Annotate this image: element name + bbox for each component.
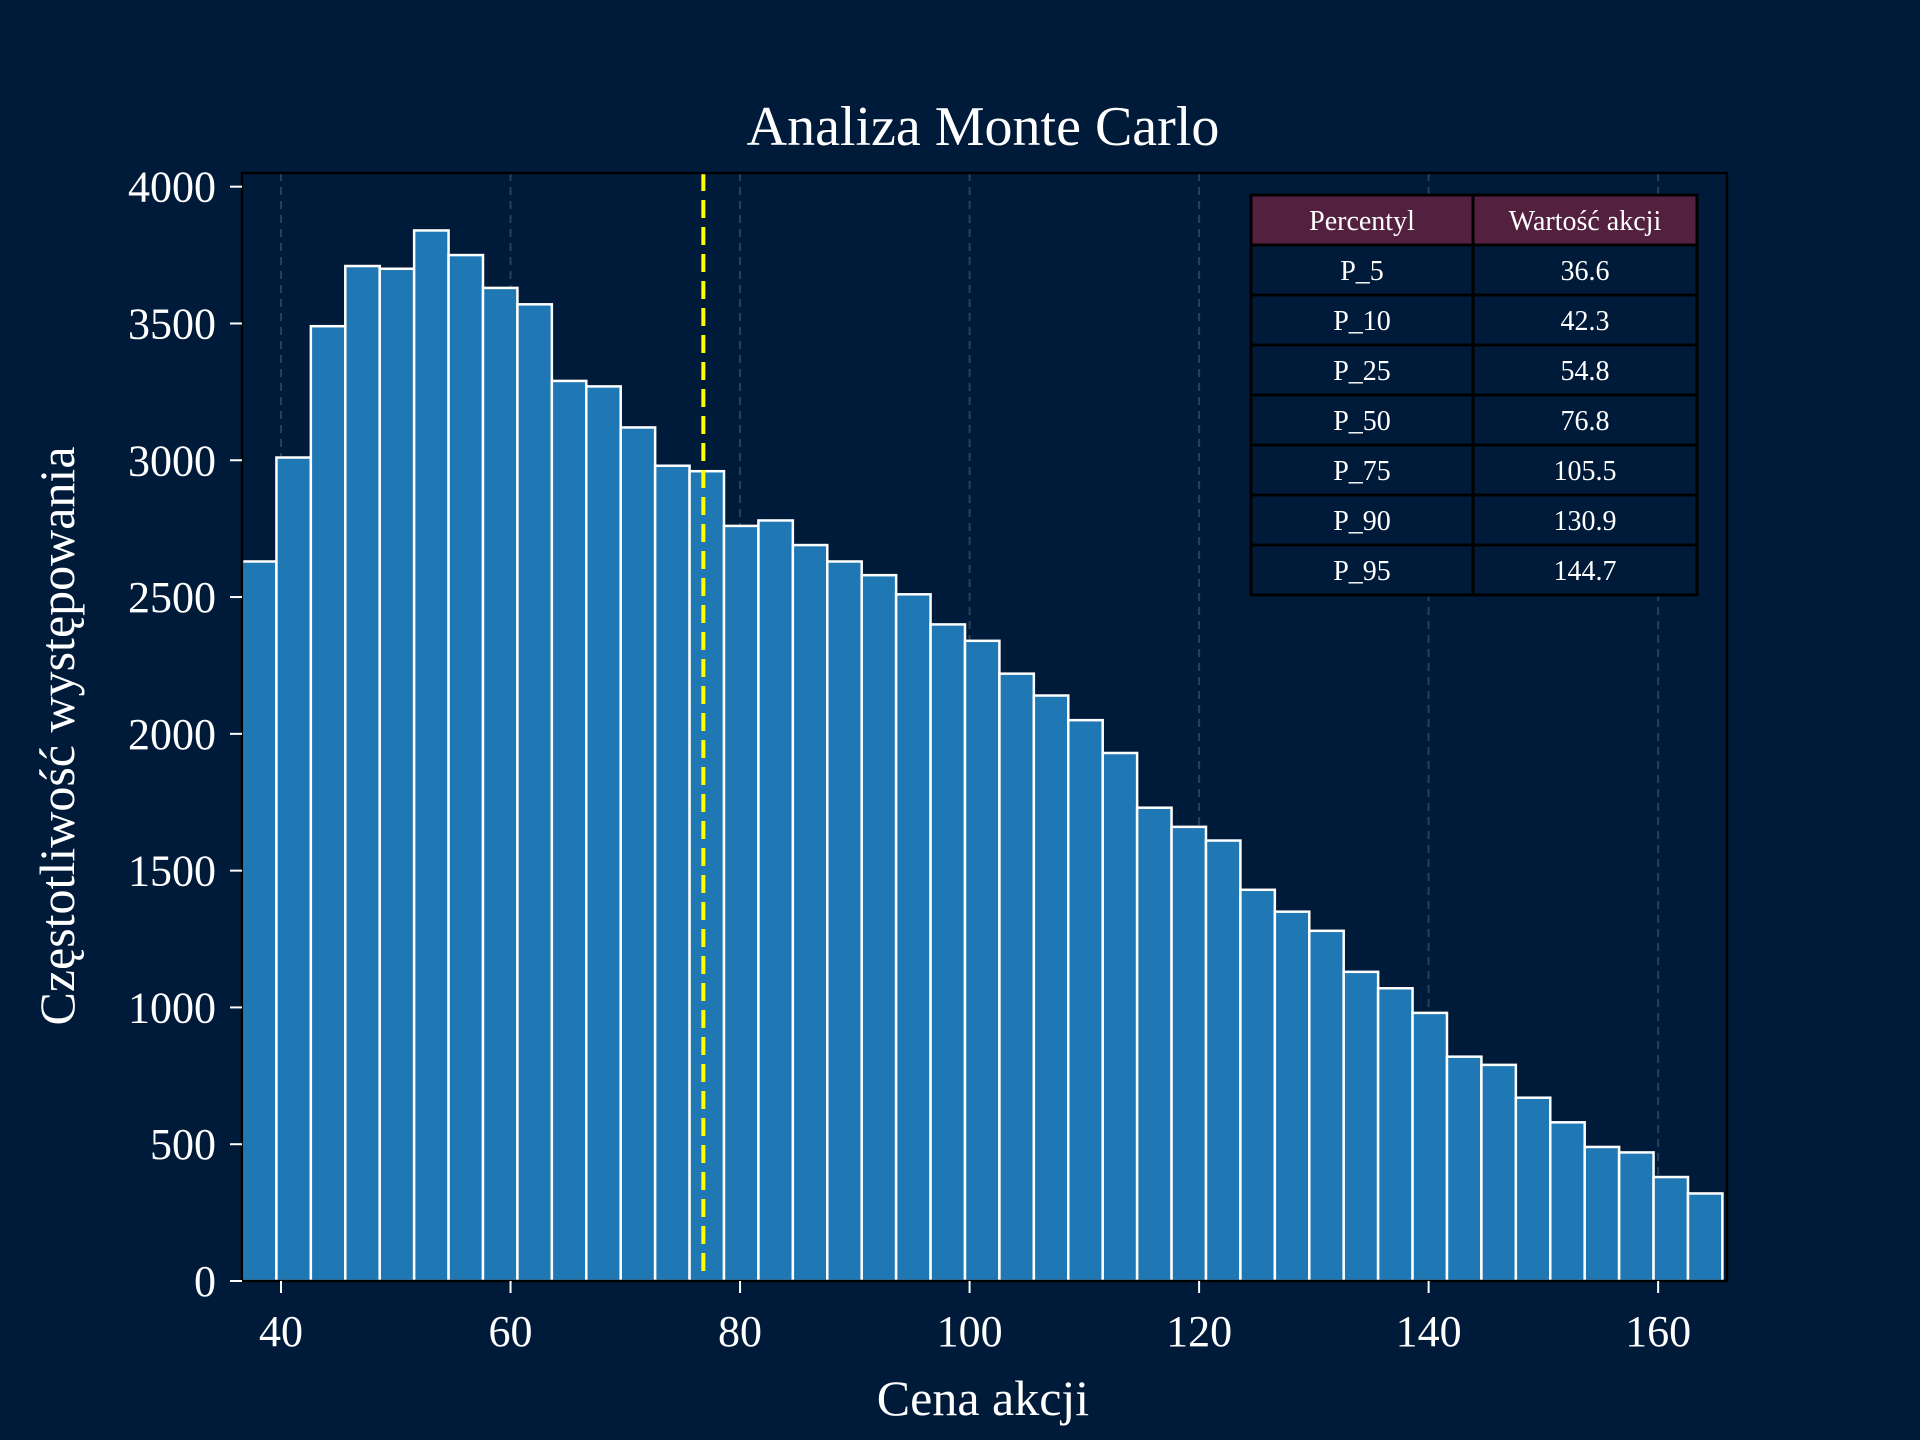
x-tick-label: 160 (1625, 1307, 1691, 1356)
table-cell (1249, 393, 1475, 447)
histogram-bar (1308, 929, 1345, 1281)
table-cell (1249, 443, 1475, 497)
y-tick-label: 2500 (128, 573, 216, 622)
histogram-bar (412, 229, 450, 1281)
histogram-bar (653, 464, 691, 1281)
x-axis-title: Cena akcji (877, 1370, 1089, 1426)
plot-frame (240, 171, 1729, 1283)
bars-layer (242, 229, 1724, 1281)
y-tick-label: 4000 (128, 163, 216, 212)
table-cell-text: 144.7 (1554, 556, 1617, 587)
table-header-text: Wartość akcji (1509, 206, 1662, 237)
histogram-bar (1686, 1192, 1724, 1281)
table-cell-text: P_75 (1333, 456, 1391, 487)
table-cell (1249, 543, 1475, 597)
table-cell (1471, 343, 1699, 397)
histogram-bar (722, 524, 760, 1281)
axes-layer: 40 60 80 100 120 140 160 0 500 1000 1500 2000 2500 30… (128, 163, 1729, 1356)
histogram-bar (619, 426, 657, 1281)
x-tick-label: 80 (718, 1307, 762, 1356)
percentile-table: Percentyl Wartość akcji P_5 36.6 P_10 42.3 P_2… (1249, 193, 1699, 597)
table-cell-text: P_95 (1333, 556, 1391, 587)
histogram-bar (1617, 1151, 1655, 1281)
histogram-bar (1273, 910, 1311, 1281)
table-cell (1471, 393, 1699, 447)
histogram-bar (585, 385, 622, 1281)
x-tick-label: 40 (259, 1307, 303, 1356)
table-cell-text: P_25 (1333, 356, 1391, 387)
histogram-bar (1411, 1011, 1449, 1281)
histogram-bar (344, 264, 381, 1281)
histogram-bar (894, 593, 932, 1281)
table-cell-text: 105.5 (1554, 456, 1617, 487)
histogram-bar (1239, 888, 1277, 1281)
x-tick-label: 120 (1166, 1307, 1232, 1356)
table-cell (1471, 243, 1699, 297)
histogram-bar (481, 286, 519, 1281)
histogram-bar (963, 639, 1001, 1281)
histogram-bar (1583, 1145, 1621, 1281)
histogram-bar (757, 519, 795, 1281)
histogram-bar (826, 560, 863, 1281)
table-cell-text: P_5 (1340, 256, 1384, 287)
table-cell-text: P_50 (1333, 406, 1391, 437)
histogram-bar (1376, 987, 1414, 1281)
y-tick-label: 1000 (128, 983, 216, 1032)
chart-title: Analiza Monte Carlo (747, 96, 1220, 158)
histogram-bar (1135, 806, 1173, 1281)
y-tick-label: 3500 (128, 299, 216, 348)
histogram-bar (516, 303, 554, 1281)
table-header-cell (1471, 193, 1699, 247)
histogram-bar (1480, 1063, 1518, 1281)
histogram-bar (860, 573, 898, 1281)
table-cell-text: 76.8 (1561, 406, 1610, 437)
histogram-bar (447, 253, 485, 1281)
histogram-bar (242, 560, 278, 1281)
table-cell-text: 36.6 (1561, 256, 1610, 287)
histogram-bar (378, 267, 416, 1281)
histogram-bar (275, 456, 313, 1281)
x-tick-label: 140 (1396, 1307, 1462, 1356)
table-cell (1471, 443, 1699, 497)
histogram-bar (1652, 1175, 1690, 1281)
y-tick-label: 2000 (128, 710, 216, 759)
y-tick-label: 0 (194, 1257, 216, 1306)
table-cell-text: 42.3 (1561, 306, 1610, 337)
table-cell (1249, 343, 1475, 397)
histogram-bar (688, 469, 726, 1281)
y-tick-label: 1500 (128, 847, 216, 896)
table-cell-text: 130.9 (1554, 506, 1617, 537)
histogram-bar (929, 623, 967, 1281)
table-cell (1471, 543, 1699, 597)
histogram-bar (1204, 839, 1242, 1281)
x-tick-label: 100 (937, 1307, 1003, 1356)
histogram-bar (1101, 751, 1139, 1281)
y-axis-title: Częstotliwość występowania (29, 446, 85, 1025)
histogram-bar (550, 379, 588, 1281)
y-tick-label: 500 (150, 1120, 216, 1169)
histogram-bar (309, 324, 347, 1281)
histogram-bar (1514, 1096, 1552, 1281)
y-tick-label: 3000 (128, 436, 216, 485)
table-cell-text: P_10 (1333, 306, 1391, 337)
table-header-text: Percentyl (1309, 206, 1415, 237)
histogram-bar (791, 543, 829, 1281)
histogram-bar (1170, 825, 1208, 1281)
histogram-bar (1067, 718, 1104, 1281)
table-cell-text: P_90 (1333, 506, 1391, 537)
histogram-bar (1445, 1055, 1483, 1281)
histogram-bar (1032, 694, 1070, 1281)
table-cell-text: 54.8 (1561, 356, 1610, 387)
x-tick-label: 60 (489, 1307, 533, 1356)
histogram-bar (1342, 970, 1380, 1281)
histogram-bar (998, 672, 1036, 1281)
histogram-bar (1549, 1121, 1586, 1281)
